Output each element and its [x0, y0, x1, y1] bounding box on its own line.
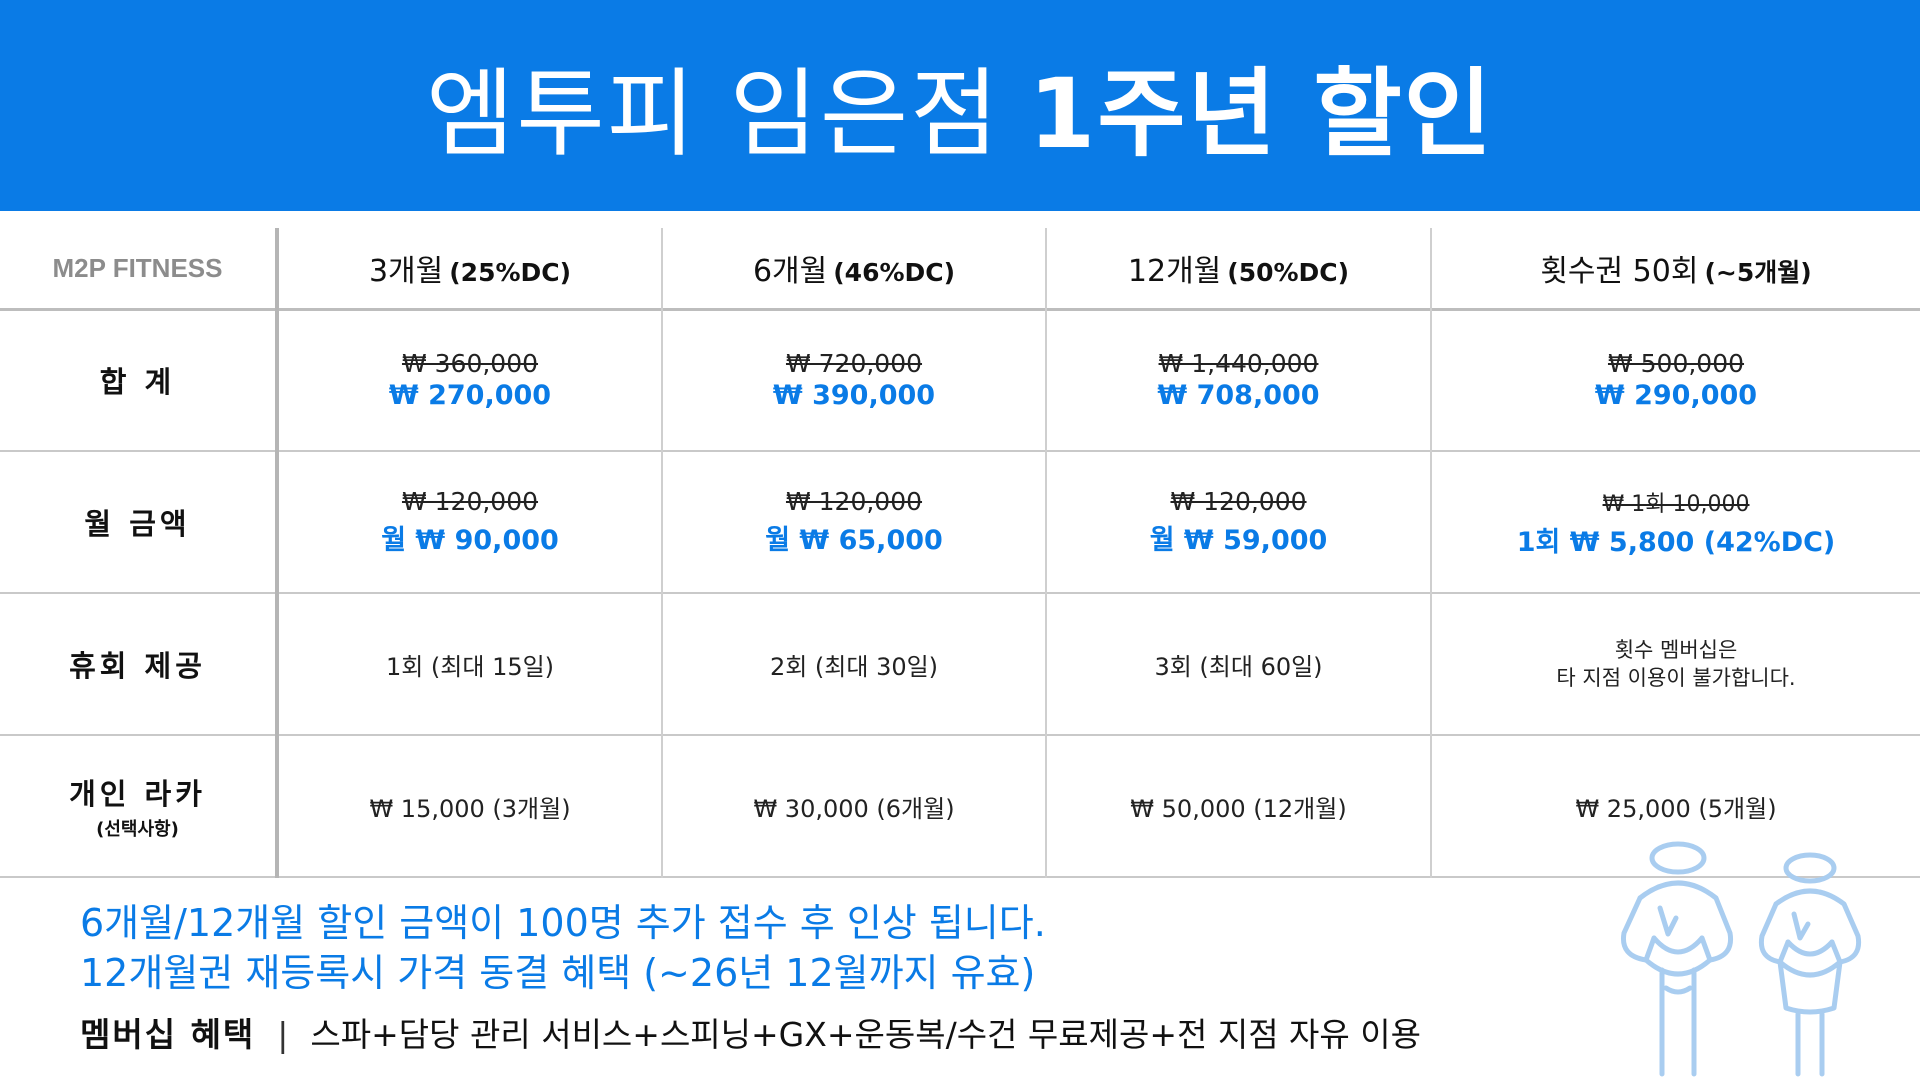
- pause-cell: 횟수 멤버십은 타 지점 이용이 불가합니다.: [1432, 594, 1920, 734]
- notice-block: 6개월/12개월 할인 금액이 100명 추가 접수 후 인상 됩니다. 12개…: [80, 898, 1046, 998]
- pause-cell: 1회 (최대 15일): [279, 594, 661, 734]
- header-divider: [0, 308, 1920, 311]
- column-header-6m: 6개월 (46%DC): [663, 228, 1045, 308]
- notice-line-2: 12개월권 재등록시 가격 동결 혜택 (~26년 12월까지 유효): [80, 951, 1036, 995]
- logo-cell: M2P FITNESS: [0, 228, 275, 308]
- price-cell: ₩ 360,000 ₩ 270,000: [279, 310, 661, 450]
- original-price: ₩ 1,440,000: [1158, 349, 1319, 378]
- brand-logo: M2P FITNESS: [52, 252, 223, 283]
- price-cell: ₩ 120,000 월 ₩ 90,000: [279, 452, 661, 592]
- bowing-people-icon: [1610, 838, 1900, 1080]
- discount-price: ₩ 390,000: [772, 380, 936, 411]
- page-title-light: 엠투피 임은점: [426, 58, 1001, 170]
- column-divider: [1045, 228, 1047, 878]
- price-cell: ₩ 720,000 ₩ 390,000: [663, 310, 1045, 450]
- header-row: M2P FITNESS 3개월 (25%DC) 6개월 (46%DC) 12개월 (5…: [0, 228, 1920, 308]
- benefit-separator: |: [277, 1015, 289, 1054]
- table-row-locker: 개인 라카 (선택사항) ₩ 15,000 (3개월) ₩ 30,000 (6개…: [0, 736, 1920, 876]
- discount-price: ₩ 270,000: [388, 380, 552, 411]
- membership-benefits: 멤버십 혜택 | 스파+담당 관리 서비스+스피닝+GX+운동복/수건 무료제공+전…: [80, 1008, 1421, 1056]
- original-price: ₩ 720,000: [785, 349, 923, 378]
- price-cell: ₩ 120,000 월 ₩ 59,000: [1047, 452, 1430, 592]
- price-cell: ₩ 1,440,000 ₩ 708,000: [1047, 310, 1430, 450]
- pause-note-line2: 타 지점 이용이 불가합니다.: [1556, 666, 1796, 690]
- original-price: ₩ 120,000: [1170, 487, 1307, 516]
- original-price: ₩ 1회 10,000: [1602, 491, 1750, 517]
- price-cell: ₩ 120,000 월 ₩ 65,000: [663, 452, 1045, 592]
- column-header-12m: 12개월 (50%DC): [1047, 228, 1430, 308]
- row-divider: [0, 734, 1920, 736]
- locker-value: ₩ 50,000 (12개월): [1130, 794, 1347, 823]
- column-label: 12개월: [1127, 254, 1222, 289]
- column-dc: (25%DC): [449, 258, 572, 287]
- locker-value: ₩ 25,000 (5개월): [1575, 794, 1777, 823]
- column-header-50x: 횟수권 50회 (~5개월): [1432, 228, 1920, 308]
- column-dc: (~5개월): [1704, 258, 1812, 287]
- locker-value: ₩ 30,000 (6개월): [753, 794, 955, 823]
- locker-cell: ₩ 15,000 (3개월): [279, 736, 661, 876]
- row-label: 휴회 제공: [69, 649, 206, 683]
- row-label-cell: 월 금액: [0, 452, 275, 592]
- column-dc: (46%DC): [833, 258, 956, 287]
- discount-price: 월 ₩ 90,000: [381, 525, 559, 556]
- pause-note-line1: 횟수 멤버십은: [1614, 638, 1738, 662]
- row-label: 월 금액: [84, 507, 191, 541]
- pause-value: 3회 (최대 60일): [1154, 652, 1323, 681]
- column-dc: (50%DC): [1227, 258, 1350, 287]
- row-divider: [0, 876, 1920, 878]
- price-cell: ₩ 500,000 ₩ 290,000: [1432, 310, 1920, 450]
- row-label-cell: 휴회 제공: [0, 594, 275, 734]
- column-label: 6개월: [752, 254, 828, 289]
- pause-cell: 2회 (최대 30일): [663, 594, 1045, 734]
- discount-price: ₩ 708,000: [1157, 380, 1320, 411]
- locker-cell: ₩ 50,000 (12개월): [1047, 736, 1430, 876]
- row-label-cell: 개인 라카 (선택사항): [0, 736, 275, 876]
- price-cell: ₩ 1회 10,000 1회 ₩ 5,800 (42%DC): [1432, 452, 1920, 592]
- row-divider: [0, 450, 1920, 452]
- benefit-text: 스파+담당 관리 서비스+스피닝+GX+운동복/수건 무료제공+전 지점 자유 …: [310, 1015, 1421, 1054]
- column-divider: [1430, 228, 1432, 878]
- row-divider: [0, 592, 1920, 594]
- pause-value: 2회 (최대 30일): [769, 652, 939, 681]
- locker-value: ₩ 15,000 (3개월): [369, 794, 571, 823]
- original-price: ₩ 120,000: [785, 487, 923, 516]
- page-title-bold: 1주년 할인: [1028, 58, 1494, 170]
- discount-price: 1회 ₩ 5,800 (42%DC): [1516, 526, 1836, 558]
- pause-value: 1회 (최대 15일): [385, 652, 555, 681]
- table-row-monthly: 월 금액 ₩ 120,000 월 ₩ 90,000 ₩ 120,000 월 ₩ …: [0, 452, 1920, 592]
- locker-cell: ₩ 25,000 (5개월): [1432, 736, 1920, 876]
- discount-price: 월 ₩ 59,000: [1149, 525, 1328, 556]
- column-label: 횟수권 50회: [1540, 254, 1699, 289]
- pause-cell: 3회 (최대 60일): [1047, 594, 1430, 734]
- original-price: ₩ 120,000: [401, 487, 539, 516]
- original-price: ₩ 500,000: [1607, 349, 1745, 378]
- row-sublabel: (선택사항): [96, 819, 179, 840]
- original-price: ₩ 360,000: [401, 349, 539, 378]
- locker-cell: ₩ 30,000 (6개월): [663, 736, 1045, 876]
- discount-price: 월 ₩ 65,000: [765, 525, 943, 556]
- table-row-pause: 휴회 제공 1회 (최대 15일) 2회 (최대 30일) 3회 (최대 60일…: [0, 594, 1920, 734]
- notice-line-1: 6개월/12개월 할인 금액이 100명 추가 접수 후 인상 됩니다.: [80, 901, 1046, 945]
- price-table: M2P FITNESS 3개월 (25%DC) 6개월 (46%DC) 12개월 (5…: [0, 228, 1920, 878]
- discount-price: ₩ 290,000: [1594, 380, 1758, 411]
- column-divider: [661, 228, 663, 878]
- column-header-3m: 3개월 (25%DC): [279, 228, 661, 308]
- column-label: 3개월: [368, 254, 444, 289]
- table-row-total: 합 계 ₩ 360,000 ₩ 270,000 ₩ 720,000 ₩ 390,…: [0, 310, 1920, 450]
- row-label-cell: 합 계: [0, 310, 275, 450]
- title-banner: 엠투피 임은점 1주년 할인: [0, 0, 1920, 211]
- column-divider: [275, 228, 279, 878]
- row-label: 개인 라카: [69, 777, 206, 811]
- row-label: 합 계: [99, 365, 176, 399]
- benefit-label: 멤버십 혜택: [80, 1015, 256, 1054]
